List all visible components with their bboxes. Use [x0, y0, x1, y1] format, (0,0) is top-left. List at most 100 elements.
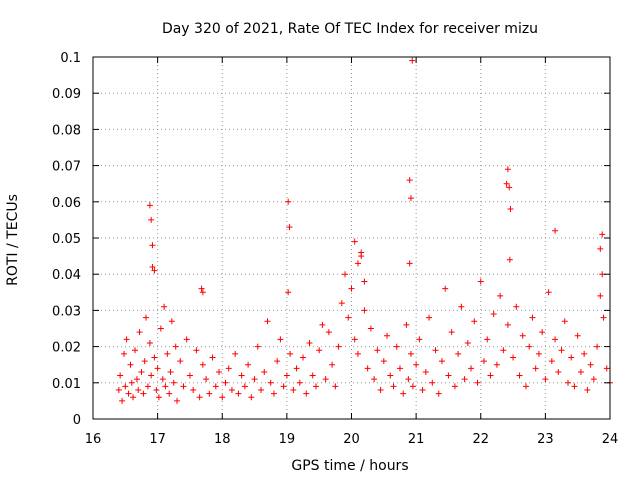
- data-point: [590, 376, 597, 383]
- data-point: [354, 260, 361, 267]
- y-tick-label: 0.06: [52, 196, 81, 211]
- data-point: [146, 202, 153, 209]
- data-point: [477, 278, 484, 285]
- y-tick-label: 0.04: [52, 268, 81, 283]
- data-point: [406, 260, 413, 267]
- data-point: [522, 383, 529, 390]
- data-point: [149, 242, 156, 249]
- data-point: [371, 376, 378, 383]
- data-point: [493, 361, 500, 368]
- data-point: [125, 390, 132, 397]
- data-point: [464, 339, 471, 346]
- data-point: [387, 372, 394, 379]
- data-point: [506, 184, 513, 191]
- data-point: [504, 166, 511, 173]
- data-point: [122, 383, 129, 390]
- data-point: [162, 383, 169, 390]
- data-point: [254, 343, 261, 350]
- data-point: [190, 387, 197, 394]
- y-axis-label: ROTI / TECUs: [5, 194, 21, 286]
- data-point: [342, 271, 349, 278]
- y-tick-label: 0.09: [52, 87, 81, 102]
- data-point: [429, 379, 436, 386]
- data-point: [225, 365, 232, 372]
- data-point: [413, 361, 420, 368]
- data-point: [468, 365, 475, 372]
- data-point: [135, 387, 142, 394]
- data-point: [127, 361, 134, 368]
- data-point: [603, 365, 610, 372]
- data-point: [144, 383, 151, 390]
- data-point: [490, 311, 497, 318]
- x-tick-label: 16: [85, 432, 102, 447]
- data-point: [532, 365, 539, 372]
- data-point: [484, 336, 491, 343]
- data-point: [338, 300, 345, 307]
- data-point: [581, 350, 588, 357]
- data-point: [151, 267, 158, 274]
- data-point: [325, 329, 332, 336]
- data-point: [561, 318, 568, 325]
- data-point: [416, 336, 423, 343]
- x-axis-label: GPS time / hours: [291, 458, 408, 474]
- data-point: [351, 336, 358, 343]
- data-point: [293, 365, 300, 372]
- data-point: [367, 325, 374, 332]
- x-tick-label: 20: [343, 432, 360, 447]
- data-point: [193, 347, 200, 354]
- data-point: [329, 361, 336, 368]
- data-point: [170, 379, 177, 386]
- data-point: [287, 350, 294, 357]
- data-point: [322, 376, 329, 383]
- data-point: [487, 372, 494, 379]
- data-point: [506, 256, 513, 263]
- data-point: [519, 332, 526, 339]
- data-point: [555, 368, 562, 375]
- chart-title: Day 320 of 2021, Rate Of TEC Index for r…: [162, 21, 538, 37]
- y-tick-label: 0.03: [52, 304, 81, 319]
- data-point: [267, 379, 274, 386]
- data-point: [405, 376, 412, 383]
- data-point: [599, 231, 606, 238]
- data-point: [248, 394, 255, 401]
- data-point: [361, 278, 368, 285]
- x-tick-label: 21: [408, 432, 425, 447]
- data-point: [290, 387, 297, 394]
- data-point: [584, 387, 591, 394]
- data-point: [380, 358, 387, 365]
- data-point: [130, 394, 137, 401]
- data-point: [261, 368, 268, 375]
- data-point: [513, 303, 520, 310]
- y-tick-label: 0.01: [52, 377, 81, 392]
- data-point: [212, 383, 219, 390]
- data-point: [300, 354, 307, 361]
- data-point: [306, 339, 313, 346]
- data-point: [285, 289, 292, 296]
- data-point: [400, 390, 407, 397]
- data-point: [396, 365, 403, 372]
- data-point: [409, 383, 416, 390]
- data-point: [142, 314, 149, 321]
- data-point: [235, 390, 242, 397]
- data-point: [228, 387, 235, 394]
- data-point: [384, 332, 391, 339]
- data-point: [529, 314, 536, 321]
- data-point: [448, 329, 455, 336]
- data-point: [419, 387, 426, 394]
- axis-ticks: 0 0.01 0.02 0.03 0.04 0.05 0.06 0.07 0.08 0.09 0.1…: [52, 51, 618, 447]
- data-point: [153, 387, 160, 394]
- data-point: [183, 336, 190, 343]
- data-point: [451, 383, 458, 390]
- data-point: [361, 307, 368, 314]
- data-point: [510, 354, 517, 361]
- data-point: [316, 347, 323, 354]
- data-point: [552, 336, 559, 343]
- data-point: [542, 376, 549, 383]
- data-point: [168, 318, 175, 325]
- data-point: [504, 321, 511, 328]
- data-point: [128, 379, 135, 386]
- data-point: [203, 376, 210, 383]
- data-point: [296, 379, 303, 386]
- data-point: [245, 361, 252, 368]
- data-point: [238, 372, 245, 379]
